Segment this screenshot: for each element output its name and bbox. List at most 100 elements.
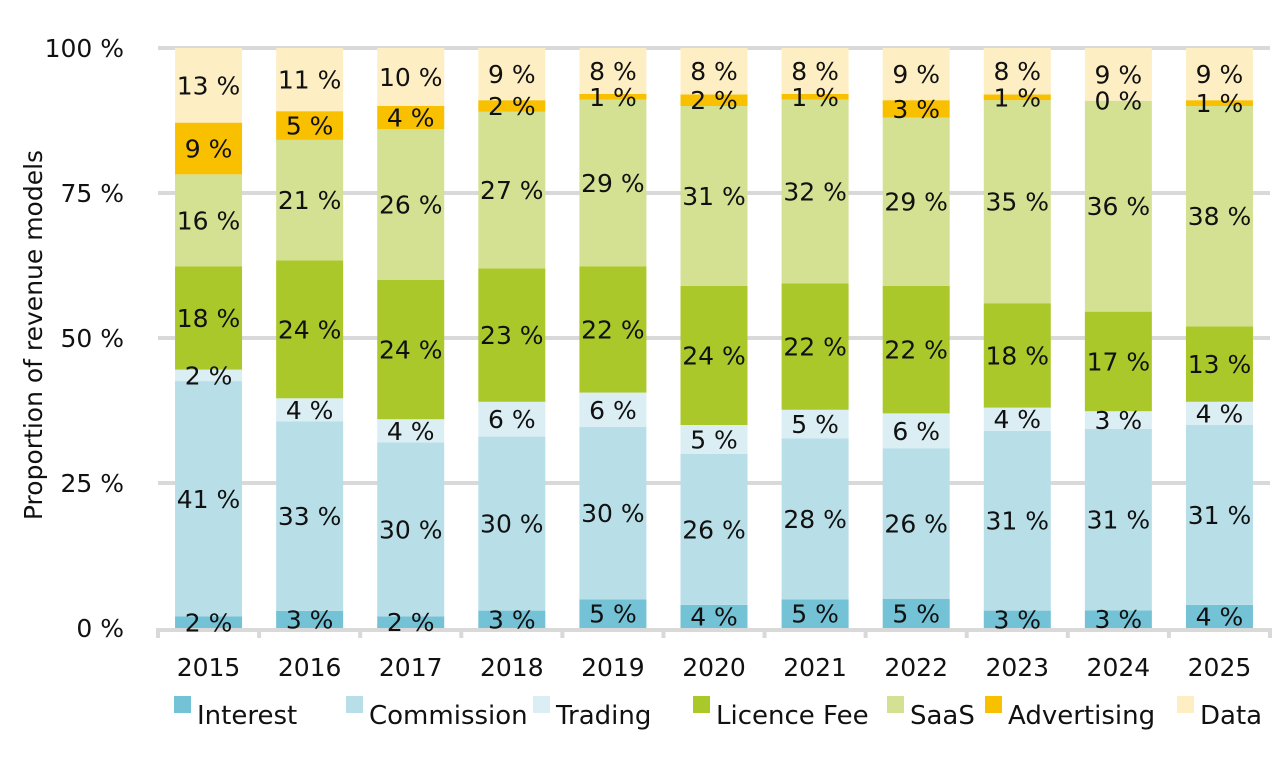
data-label: 38 %: [1188, 202, 1252, 231]
bar-segment-interest: [478, 610, 546, 628]
bar-segment-data: [882, 48, 950, 101]
data-label: 29 %: [581, 169, 645, 198]
bars: [175, 48, 1253, 628]
data-label: 3 %: [892, 95, 940, 124]
x-tick-label: 2025: [1188, 653, 1252, 682]
y-tick-label: 25 %: [60, 469, 124, 498]
bar-segment-commission: [983, 430, 1051, 611]
bar-segment-saas: [175, 174, 243, 267]
legend: Interest Commission Trading Licence Fee SaaS…: [174, 696, 1262, 731]
bar-segment-advertising: [478, 100, 546, 112]
data-label: 26 %: [379, 191, 443, 220]
y-tick-label: 100 %: [45, 34, 124, 63]
x-tick-label: 2024: [1087, 653, 1151, 682]
data-label: 8 %: [589, 57, 637, 86]
bar-segment-data: [377, 48, 445, 106]
data-label: 26 %: [884, 510, 948, 539]
bar-segment-data: [1084, 48, 1152, 101]
bar-segment-advertising: [175, 122, 243, 175]
y-tick-label: 50 %: [60, 324, 124, 353]
bar-segment-saas: [1084, 100, 1152, 312]
data-label: 1 %: [791, 83, 839, 112]
data-label: 13 %: [177, 71, 241, 100]
data-label: 3 %: [488, 605, 536, 634]
legend-label: Trading: [555, 701, 651, 731]
data-label: 36 %: [1087, 192, 1151, 221]
data-label: 26 %: [682, 515, 746, 544]
bar-segment-trading: [983, 407, 1051, 431]
bar-segment-commission: [478, 436, 546, 611]
legend-label: Data: [1200, 701, 1262, 731]
data-label: 8 %: [993, 57, 1041, 86]
data-label: 4 %: [387, 417, 435, 446]
data-label: 17 %: [1087, 347, 1151, 376]
bar-segment-trading: [478, 401, 546, 437]
data-label: 10 %: [379, 63, 443, 92]
bar-segment-data: [276, 48, 344, 112]
bar-segment-interest: [882, 599, 950, 628]
bar-segment-interest: [1185, 604, 1253, 628]
bar-segment-saas: [680, 106, 748, 286]
data-label: 2 %: [185, 608, 233, 637]
data-label: 6 %: [589, 396, 637, 425]
bar-segment-interest: [680, 604, 748, 628]
bar-segment-trading: [377, 419, 445, 443]
bar-segment-licence-fee: [983, 303, 1051, 408]
x-tick-label: 2016: [278, 653, 342, 682]
bar-segment-saas: [983, 100, 1051, 304]
bar-segment-trading: [276, 398, 344, 422]
data-label: 21 %: [278, 186, 342, 215]
bar-segment-interest: [1084, 610, 1152, 628]
bar-segment-commission: [1185, 425, 1253, 605]
legend-label: Licence Fee: [716, 701, 869, 731]
data-label: 5 %: [791, 410, 839, 439]
x-tick-label: 2020: [682, 653, 746, 682]
bar-segment-trading: [175, 369, 243, 382]
data-label: 1 %: [1196, 89, 1244, 118]
x-tick-label: 2021: [783, 653, 847, 682]
data-label: 5 %: [690, 426, 738, 455]
legend-label: Commission: [369, 701, 528, 731]
bar-segment-licence-fee: [175, 266, 243, 370]
legend-swatch: [1177, 696, 1194, 713]
data-label: 9 %: [488, 60, 536, 89]
data-label: 5 %: [589, 600, 637, 629]
bar-segment-advertising: [579, 93, 647, 100]
data-label: 9 %: [1196, 60, 1244, 89]
bar-segment-saas: [478, 111, 546, 269]
data-label: 24 %: [278, 315, 342, 344]
bar-segment-licence-fee: [882, 285, 950, 414]
bar-segment-data: [680, 48, 748, 95]
bar-segment-advertising: [781, 93, 849, 100]
data-label: 30 %: [581, 499, 645, 528]
data-label: 1 %: [589, 83, 637, 112]
bar-segment-saas: [377, 129, 445, 280]
bar-segment-commission: [175, 381, 243, 617]
data-label: 4 %: [387, 104, 435, 133]
data-label: 18 %: [986, 341, 1050, 370]
bar-segment-data: [983, 48, 1051, 95]
data-label: 31 %: [1087, 506, 1151, 535]
bar-segment-trading: [882, 413, 950, 449]
bar-segment-commission: [276, 421, 344, 611]
bar-segment-licence-fee: [680, 285, 748, 425]
data-label: 24 %: [379, 336, 443, 365]
bar-segment-saas: [1185, 106, 1253, 327]
data-label: 2 %: [387, 608, 435, 637]
y-tick-label: 75 %: [60, 179, 124, 208]
data-label: 29 %: [884, 188, 948, 217]
bar-segment-saas: [276, 139, 344, 261]
x-tick-label: 2019: [581, 653, 645, 682]
bar-segment-licence-fee: [781, 283, 849, 410]
bar-segment-saas: [781, 99, 849, 284]
bar-segment-data: [781, 48, 849, 94]
data-label: 30 %: [480, 510, 544, 539]
legend-swatch: [887, 696, 904, 713]
data-label: 5 %: [791, 600, 839, 629]
data-labels: 2 % 41 % 2 % 18 % 16 % 9 % 13 % 3 % 33 % 4 % 24 % 2…: [177, 57, 1251, 637]
bar-segment-advertising: [377, 106, 445, 130]
data-label: 22 %: [884, 336, 948, 365]
bar-segment-commission: [377, 442, 445, 617]
data-label: 30 %: [379, 515, 443, 544]
data-label: 4 %: [690, 602, 738, 631]
